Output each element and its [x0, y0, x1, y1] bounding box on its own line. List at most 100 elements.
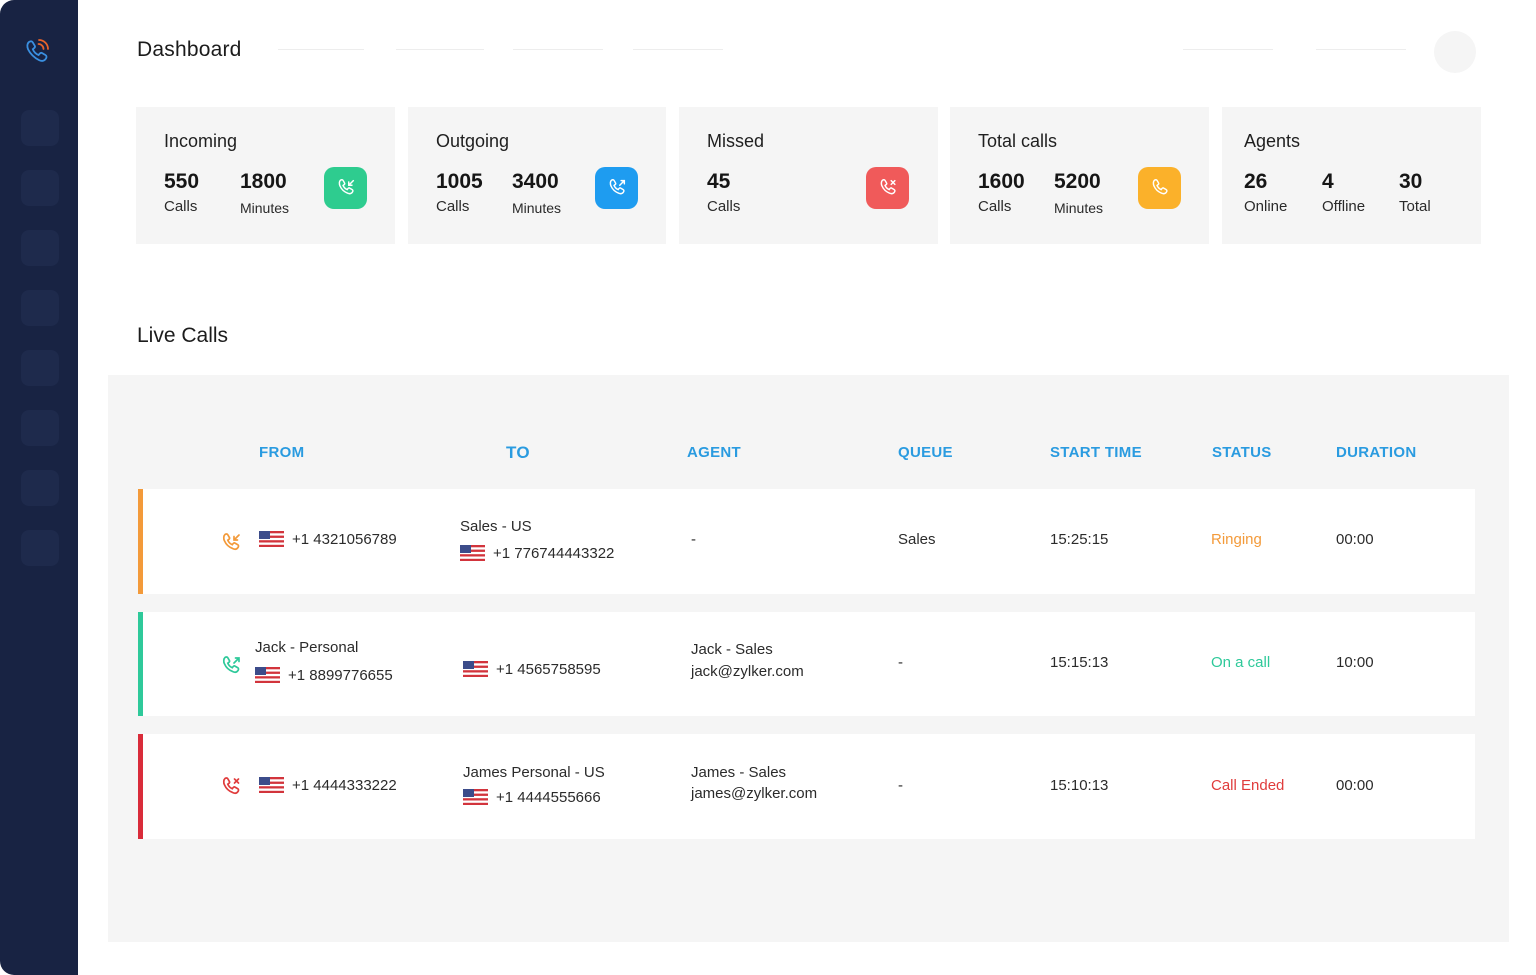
sidebar-nav-item-3[interactable] [21, 230, 59, 266]
sidebar-nav-item-5[interactable] [21, 350, 59, 386]
start-time: 15:15:13 [1050, 654, 1109, 671]
agent-name: Jack - Sales [691, 641, 773, 658]
phone-number: +1 4565758595 [496, 661, 601, 678]
phone-number: +1 4321056789 [292, 531, 397, 548]
sidebar-nav-item-6[interactable] [21, 410, 59, 446]
table-row[interactable]: +1 4321056789 Sales - US +1 776744443322… [138, 489, 1475, 594]
metric-minutes: 1800 Minutes [240, 170, 289, 216]
incoming-call-icon [222, 533, 240, 551]
header-placeholder-2 [396, 49, 484, 50]
metric-total: 30 Total [1399, 170, 1431, 215]
agent-email: jack@zylker.com [691, 663, 804, 680]
section-title-live-calls: Live Calls [137, 324, 229, 347]
stat-card-total-calls: Total calls 1600 Calls 5200 Minutes [950, 107, 1209, 244]
metric-value: 1600 [978, 170, 1025, 193]
agent-email: james@zylker.com [691, 785, 818, 802]
sidebar-nav-item-1[interactable] [21, 110, 59, 146]
metric-unit: Minutes [1054, 200, 1104, 216]
header-placeholder-3 [513, 49, 603, 50]
missed-call-icon [222, 777, 240, 795]
stat-card-agents: Agents 26 Online 4 Offline 30 Total [1222, 107, 1481, 244]
us-flag-icon [259, 531, 284, 547]
metric-calls: 1005 Calls [436, 170, 483, 215]
queue: - [898, 777, 903, 794]
user-avatar[interactable] [1434, 31, 1476, 73]
from-number: +1 4444333222 [259, 777, 397, 794]
start-time: 15:25:15 [1050, 531, 1109, 548]
to-number: +1 776744443322 [460, 545, 614, 562]
from-number: +1 8899776655 [255, 667, 393, 684]
sidebar-nav-item-4[interactable] [21, 290, 59, 326]
table-row[interactable]: Jack - Personal +1 8899776655 +1 4565758… [138, 612, 1475, 716]
row-status-accent [138, 489, 143, 594]
status-text: Call Ended [1211, 777, 1285, 794]
agent-name: - [691, 531, 696, 548]
status-text: On a call [1211, 654, 1271, 671]
card-title: Missed [707, 131, 765, 151]
us-flag-icon [463, 789, 488, 805]
header-placeholder-4 [633, 49, 723, 50]
column-header-to[interactable]: TO [506, 443, 530, 462]
metric-calls: 550 Calls [164, 170, 199, 215]
metric-minutes: 5200 Minutes [1054, 170, 1103, 216]
queue: - [898, 654, 903, 671]
card-title: Agents [1244, 131, 1301, 151]
metric-value: 5200 [1054, 170, 1101, 193]
queue: Sales [898, 531, 936, 548]
metric-unit: Minutes [512, 200, 562, 216]
status-text: Ringing [1211, 531, 1262, 548]
duration: 00:00 [1336, 777, 1374, 794]
metric-value: 26 [1244, 170, 1268, 193]
sidebar [0, 0, 78, 975]
to-number: +1 4565758595 [463, 661, 601, 678]
header-placeholder-5 [1183, 49, 1273, 50]
metric-online: 26 Online [1244, 170, 1287, 215]
metric-unit: Calls [436, 198, 470, 215]
metric-calls: 1600 Calls [978, 170, 1025, 215]
page-title: Dashboard [137, 38, 242, 61]
column-header-status[interactable]: STATUS [1212, 444, 1272, 461]
row-status-accent [138, 612, 143, 716]
metric-offline: 4 Offline [1322, 170, 1365, 215]
card-title: Total calls [978, 131, 1058, 151]
from-name: Jack - Personal [255, 639, 359, 656]
start-time: 15:10:13 [1050, 777, 1109, 794]
missed-call-icon [866, 167, 909, 209]
phone-number: +1 776744443322 [493, 545, 615, 562]
to-name: James Personal - US [463, 764, 605, 781]
metric-unit: Total [1399, 198, 1431, 215]
stat-card-missed: Missed 45 Calls [679, 107, 938, 244]
to-name: Sales - US [460, 518, 532, 535]
outgoing-call-icon [222, 656, 240, 674]
metric-unit: Calls [707, 198, 741, 215]
header-placeholder-6 [1316, 49, 1406, 50]
to-number: +1 4444555666 [463, 789, 601, 806]
column-header-agent[interactable]: AGENT [687, 444, 741, 461]
stat-card-outgoing: Outgoing 1005 Calls 3400 Minutes [408, 107, 666, 244]
column-header-queue[interactable]: QUEUE [898, 444, 953, 461]
phone-number: +1 4444333222 [292, 777, 397, 794]
card-title: Outgoing [436, 131, 510, 151]
duration: 10:00 [1336, 654, 1374, 671]
column-header-from[interactable]: FROM [259, 444, 305, 461]
card-title: Incoming [164, 131, 238, 151]
app-logo-phone-icon[interactable] [22, 36, 52, 66]
sidebar-nav-item-2[interactable] [21, 170, 59, 206]
duration: 00:00 [1336, 531, 1374, 548]
sidebar-nav-item-8[interactable] [21, 530, 59, 566]
phone-number: +1 4444555666 [496, 789, 601, 806]
header-placeholder-1 [278, 49, 364, 50]
us-flag-icon [463, 661, 488, 677]
phone-icon [1138, 167, 1181, 209]
table-row[interactable]: +1 4444333222 James Personal - US +1 444… [138, 734, 1475, 839]
metric-value: 45 [707, 170, 731, 193]
sidebar-nav-item-7[interactable] [21, 470, 59, 506]
metric-minutes: 3400 Minutes [512, 170, 561, 216]
incoming-call-icon [324, 167, 367, 209]
metric-unit: Offline [1322, 198, 1366, 215]
us-flag-icon [259, 777, 284, 793]
column-header-duration[interactable]: DURATION [1336, 444, 1417, 461]
column-header-start-time[interactable]: START TIME [1050, 444, 1142, 461]
us-flag-icon [460, 545, 485, 561]
